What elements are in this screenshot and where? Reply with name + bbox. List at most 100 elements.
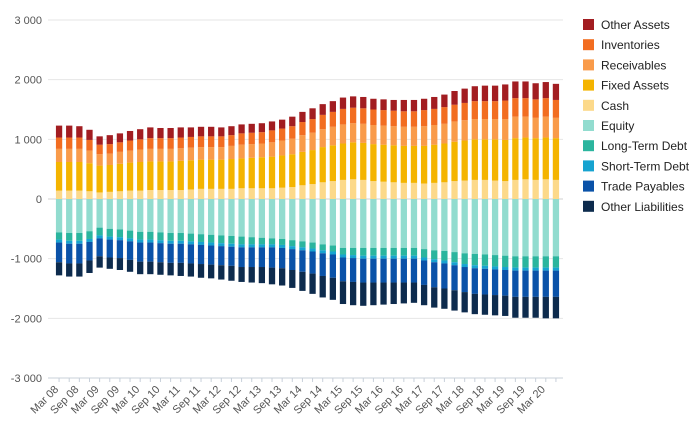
bar-equity (400, 199, 407, 248)
bar-inventories (471, 101, 478, 120)
bar-inventories (76, 137, 83, 149)
bar-cash (390, 182, 397, 199)
bar-trade-payables (177, 243, 184, 263)
bar-other-liabilities (268, 267, 276, 285)
bar-other-assets (116, 133, 124, 143)
bar-fixed-assets (126, 162, 134, 191)
bar-receivables (177, 148, 184, 161)
bar-cash (238, 188, 245, 199)
bar-fixed-assets (451, 141, 458, 182)
bar-receivables (481, 119, 489, 140)
bar-fixed-assets (552, 138, 560, 180)
bar-long-term-debt (481, 254, 489, 266)
bar-fixed-assets (339, 143, 347, 180)
legend-swatch-receivables (583, 59, 594, 71)
bar-equity (542, 199, 549, 257)
bar-inventories (228, 135, 235, 146)
bar-long-term-debt (248, 237, 255, 245)
bar-cash (187, 189, 195, 199)
bar-fixed-assets (309, 150, 316, 185)
bar-inventories (512, 98, 519, 117)
bar-long-term-debt (76, 233, 83, 241)
bar-trade-payables (481, 268, 489, 295)
legend-swatch-equity (583, 120, 594, 131)
bar-fixed-assets (157, 161, 164, 191)
bar-short-term-debt (491, 266, 499, 270)
bar-trade-payables (96, 238, 103, 257)
bar-receivables (289, 138, 296, 155)
bar-other-liabilities (410, 282, 418, 303)
bar-trade-payables (390, 258, 397, 283)
bar-cash (400, 182, 407, 199)
bar-fixed-assets (228, 159, 235, 189)
bar-receivables (370, 125, 377, 145)
bar-other-assets (126, 130, 134, 141)
bar-cash (522, 179, 529, 199)
bar-equity (390, 199, 397, 248)
bar-inventories (349, 107, 357, 124)
bar-trade-payables (522, 270, 529, 297)
bar-trade-payables (268, 247, 276, 268)
bar-short-term-debt (309, 248, 316, 252)
bar-other-assets (76, 126, 83, 138)
bar-other-liabilities (289, 270, 296, 288)
bar-short-term-debt (461, 264, 468, 268)
bar-trade-payables (116, 240, 124, 259)
legend-label-trade-payables: Trade Payables (601, 180, 685, 194)
bar-equity (491, 199, 499, 256)
bar-inventories (380, 110, 387, 126)
bar-receivables (420, 126, 428, 146)
bar-cash (208, 188, 215, 199)
bar-cash (167, 190, 174, 199)
bar-receivables (187, 147, 195, 161)
bar-long-term-debt (512, 256, 519, 268)
bar-cash (431, 182, 438, 199)
bar-cash (157, 190, 164, 199)
bar-cash (55, 190, 63, 199)
bar-trade-payables (76, 243, 83, 264)
bar-short-term-debt (431, 259, 438, 263)
bar-fixed-assets (238, 158, 245, 189)
bar-receivables (279, 140, 286, 156)
bar-trade-payables (258, 247, 266, 268)
bar-inventories (309, 119, 316, 133)
bar-short-term-debt (248, 244, 255, 248)
bar-other-assets (349, 96, 357, 108)
bar-equity (248, 199, 255, 238)
bar-long-term-debt (258, 237, 266, 245)
bar-inventories (86, 139, 93, 151)
bar-receivables (360, 123, 367, 143)
bar-cash (86, 191, 93, 199)
bar-cash (542, 179, 549, 199)
bar-equity (96, 199, 103, 228)
bar-cash (116, 191, 124, 199)
bar-trade-payables (197, 244, 205, 265)
bar-other-liabilities (329, 277, 336, 300)
bar-other-assets (441, 94, 448, 108)
bar-equity (441, 199, 448, 251)
bar-equity (238, 199, 245, 237)
bar-fixed-assets (258, 157, 266, 189)
bar-cash (532, 179, 539, 199)
bar-other-assets (55, 125, 63, 138)
bar-receivables (512, 116, 519, 139)
bar-fixed-assets (542, 137, 549, 180)
bar-cash (289, 187, 296, 199)
bar-equity (410, 199, 418, 248)
bar-short-term-debt (218, 243, 225, 247)
bar-trade-payables (471, 268, 478, 294)
bar-receivables (238, 144, 245, 159)
bar-short-term-debt (451, 262, 458, 266)
bar-other-assets (370, 98, 377, 110)
bar-cash (471, 179, 478, 199)
legend-swatch-trade-payables (583, 180, 594, 192)
bar-long-term-debt (339, 247, 347, 255)
bar-receivables (339, 124, 347, 144)
bar-short-term-debt (532, 267, 539, 271)
bar-long-term-debt (167, 233, 174, 241)
bar-other-liabilities (339, 281, 347, 305)
bar-equity (420, 199, 428, 250)
bar-trade-payables (400, 258, 407, 283)
bar-receivables (55, 148, 63, 163)
